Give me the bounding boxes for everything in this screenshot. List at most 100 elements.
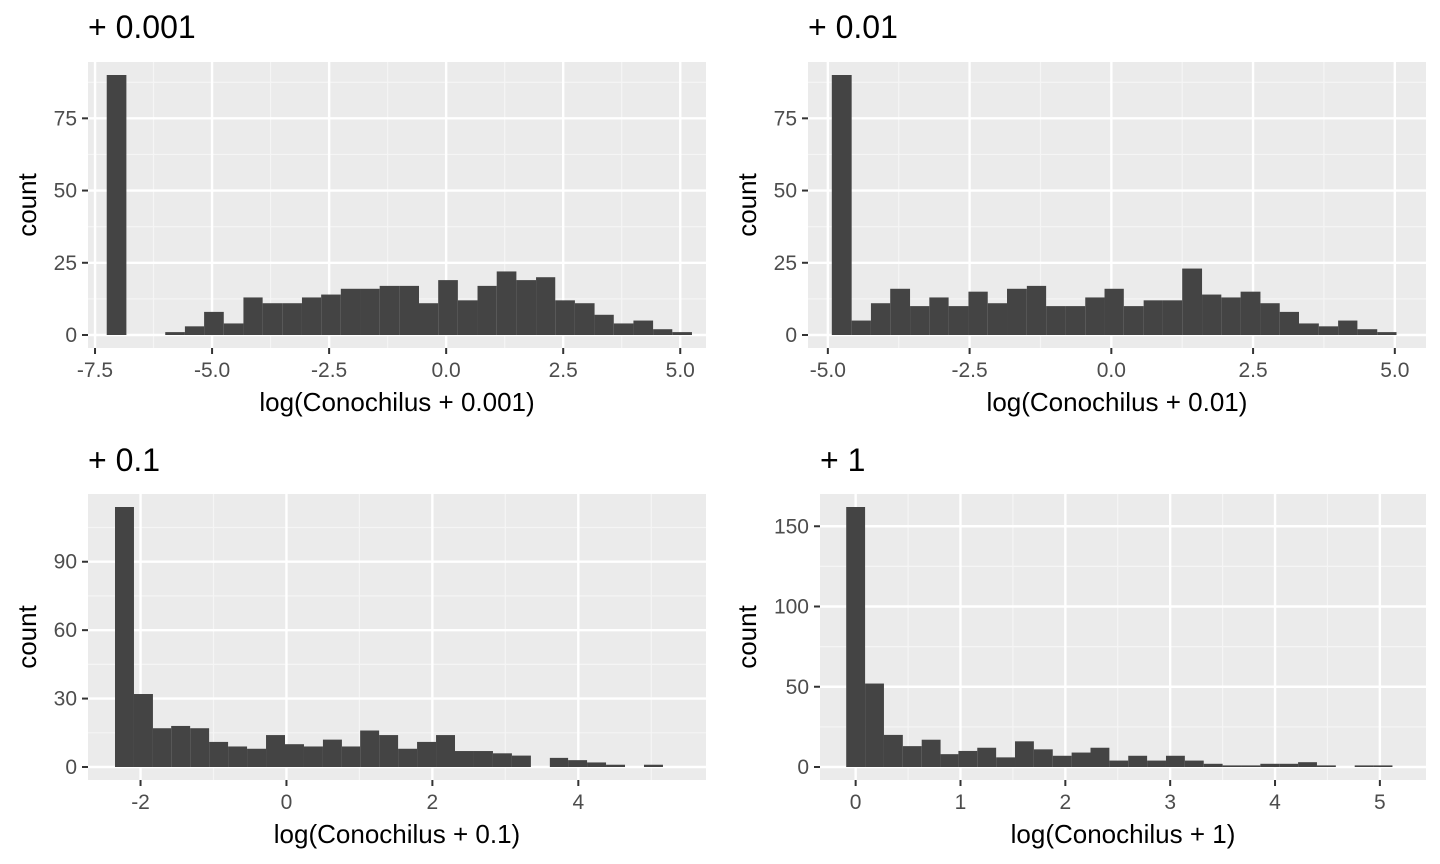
y-tick-label: 60 <box>54 619 77 642</box>
histogram-bar <box>831 75 852 335</box>
histogram-bar <box>496 271 517 335</box>
histogram-bar <box>910 306 930 335</box>
histogram-bar <box>209 741 229 767</box>
histogram-bar <box>940 754 959 767</box>
histogram-bar <box>613 323 634 335</box>
histogram-bar <box>438 280 458 335</box>
x-tick-label: -2 <box>131 791 150 814</box>
histogram-bar <box>341 746 361 767</box>
x-axis: -7.5 -5.0 -2.5 0.0 2.5 5.0 <box>77 348 695 382</box>
histogram-bar <box>536 277 556 335</box>
x-tick-label: 4 <box>1269 791 1281 814</box>
histogram-bar <box>1165 755 1185 767</box>
panel-title: + 0.001 <box>88 9 196 45</box>
histogram-bar <box>285 744 304 767</box>
histogram-bar <box>360 730 380 767</box>
y-axis-title: count <box>732 172 762 236</box>
histogram-bars <box>831 75 1397 335</box>
histogram-bar <box>968 291 988 335</box>
y-axis: 0 50 100 150 <box>774 515 820 779</box>
y-tick-label: 50 <box>54 180 77 203</box>
histogram-bar <box>106 75 127 335</box>
histogram-bar <box>301 297 322 335</box>
histogram-bar <box>594 314 614 335</box>
panel-plus-1: + 1 0 50 100 150 0 1 2 3 4 5 log(Conochilus + 1)… <box>732 442 1426 849</box>
histogram-bar <box>568 760 588 767</box>
histogram-bar <box>1260 303 1280 335</box>
y-tick-label: 0 <box>65 324 77 347</box>
histogram-bar <box>473 751 493 767</box>
histogram-bar <box>399 285 420 335</box>
x-tick-label: 0.0 <box>1097 359 1126 382</box>
x-tick-label: 3 <box>1164 791 1176 814</box>
x-tick-label: 2.5 <box>549 359 578 382</box>
histogram-bar <box>1298 762 1317 767</box>
histogram-bar <box>1373 765 1393 767</box>
histogram-bar <box>574 303 595 335</box>
y-tick-label: 100 <box>774 596 809 619</box>
y-tick-label: 25 <box>54 252 77 275</box>
histogram-bar <box>1279 763 1299 767</box>
x-tick-label: 2 <box>1059 791 1071 814</box>
histogram-bar <box>1203 763 1223 767</box>
histogram-bar <box>114 507 134 767</box>
histogram-bar <box>223 323 244 335</box>
histogram-bar <box>1279 311 1299 335</box>
y-tick-label: 150 <box>774 515 809 538</box>
histogram-bar <box>653 329 673 335</box>
x-tick-label: 5.0 <box>666 359 695 382</box>
histogram-bar <box>633 320 654 335</box>
histogram-bar <box>1202 294 1222 335</box>
histogram-bar <box>184 326 205 335</box>
x-axis-title: log(Conochilus + 0.01) <box>987 387 1248 417</box>
x-tick-label: -2.5 <box>951 359 987 382</box>
histogram-bar <box>492 753 512 767</box>
x-tick-label: -5.0 <box>810 359 846 382</box>
histogram-bar <box>1065 306 1086 335</box>
histogram-bars <box>114 507 663 767</box>
x-axis: -5.0 -2.5 0.0 2.5 5.0 <box>810 348 1409 382</box>
panel-title: + 0.1 <box>88 442 160 478</box>
y-axis-title: count <box>12 604 42 668</box>
x-axis-title: log(Conochilus + 0.001) <box>259 387 534 417</box>
histogram-bar <box>1015 741 1034 767</box>
histogram-bar <box>1143 300 1163 335</box>
histogram-bar <box>958 750 978 767</box>
histogram-bar <box>516 280 537 335</box>
histogram-bar <box>1128 755 1148 767</box>
histogram-bar <box>243 297 263 335</box>
panel-plus-0-001: + 0.001 0 25 50 75 -7.5 -5.0 -2.5 0.0 2.5 5.0 lo… <box>12 9 706 417</box>
panel-title: + 0.01 <box>808 9 898 45</box>
y-tick-label: 0 <box>785 324 797 347</box>
histogram-bar <box>511 755 531 767</box>
panel-title: + 1 <box>820 442 865 478</box>
panel-plus-0-1: + 0.1 0 30 60 90 -2 0 2 4 log(Conochilus + 0.1… <box>12 442 706 849</box>
histogram-bar <box>890 288 911 335</box>
histogram-bar <box>1104 288 1124 335</box>
histogram-bar <box>883 734 903 767</box>
x-axis-title: log(Conochilus + 1) <box>1011 819 1236 849</box>
histogram-bar <box>1033 749 1053 767</box>
histogram-bar <box>1182 268 1203 335</box>
x-tick-label: -5.0 <box>194 359 230 382</box>
x-tick-label: 5 <box>1374 791 1386 814</box>
x-tick-label: 5.0 <box>1380 359 1409 382</box>
histogram-bar <box>379 285 400 335</box>
histogram-bar <box>921 739 941 767</box>
y-axis: 0 25 50 75 <box>774 107 808 347</box>
histogram-bar <box>1377 332 1397 335</box>
histogram-bar <box>846 507 866 767</box>
y-tick-label: 25 <box>774 252 797 275</box>
histogram-bar <box>987 303 1008 335</box>
x-tick-label: -7.5 <box>77 359 113 382</box>
y-tick-label: 30 <box>54 688 77 711</box>
x-tick-label: -2.5 <box>311 359 347 382</box>
histogram-bar <box>321 294 341 335</box>
x-tick-label: 0 <box>281 791 293 814</box>
histogram-bar <box>379 735 399 767</box>
histogram-bar <box>247 748 267 767</box>
histogram-bar <box>171 725 191 767</box>
histogram-bar <box>477 285 497 335</box>
histogram-bar <box>1162 300 1183 335</box>
histogram-bar <box>133 694 153 767</box>
